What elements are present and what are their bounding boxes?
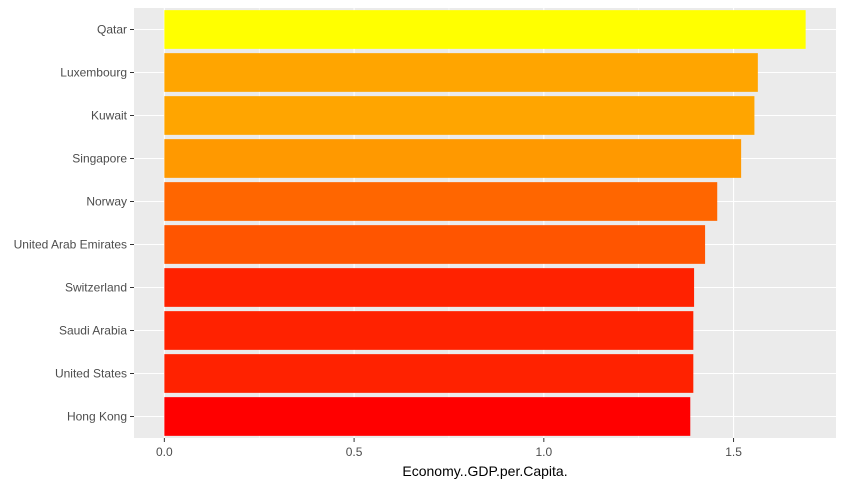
bar [164, 225, 706, 264]
bar [164, 354, 694, 393]
x-axis: 0.0 0.5 1.0 1.5 [156, 438, 742, 459]
x-tick-label: 1.5 [725, 445, 742, 459]
y-tick-label: Norway [86, 195, 127, 209]
x-axis-title: Economy..GDP.per.Capita. [402, 463, 567, 479]
bar [164, 397, 691, 436]
y-tick-label: Luxembourg [60, 66, 127, 80]
y-tick-label: Kuwait [91, 109, 128, 123]
y-tick-label: Hong Kong [67, 410, 127, 424]
bar [164, 311, 694, 350]
y-tick-label: Qatar [97, 23, 127, 37]
x-tick-label: 1.0 [535, 445, 552, 459]
y-axis: Qatar Luxembourg Kuwait Singapore Norway Unit… [14, 23, 134, 424]
y-tick-label: Saudi Arabia [59, 324, 127, 338]
bar [164, 53, 758, 92]
bar [164, 96, 755, 135]
y-tick-label: Switzerland [65, 281, 127, 295]
x-tick-label: 0.5 [346, 445, 363, 459]
y-tick-label: United Arab Emirates [14, 238, 127, 252]
bars [164, 10, 806, 436]
y-tick-label: United States [55, 367, 127, 381]
bar [164, 268, 695, 307]
bar [164, 139, 742, 178]
y-tick-label: Singapore [72, 152, 127, 166]
bar [164, 182, 718, 221]
x-tick-label: 0.0 [156, 445, 173, 459]
bar [164, 10, 806, 49]
